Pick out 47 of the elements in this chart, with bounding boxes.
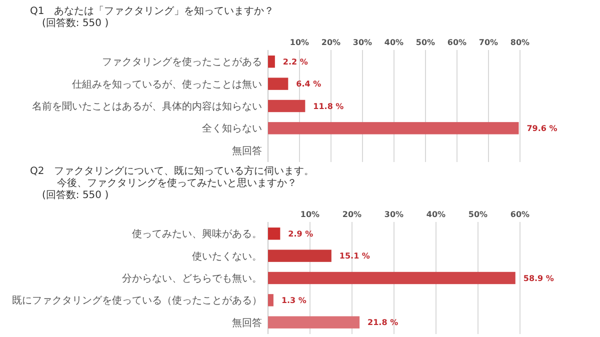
text: (回答数: 550 ): [42, 17, 109, 29]
bar: [268, 228, 280, 240]
x-tick-label: 50%: [468, 210, 488, 219]
text: Q2 ファクタリングについて、既に知っている方に伺います。: [30, 165, 314, 177]
y-tick-label: 分からない、どちらでも無い。: [122, 272, 262, 284]
y-tick-label: 使ってみたい、興味がある。: [132, 228, 262, 240]
bar: [268, 122, 519, 134]
data-label: 2.2 %: [282, 57, 308, 66]
x-tick-label: 80%: [510, 38, 530, 47]
text: 今後、ファクタリングを使ってみたいと思いますか？: [57, 177, 297, 189]
x-tick-label: 40%: [384, 38, 404, 47]
bar: [268, 100, 306, 112]
x-tick-label: 20%: [321, 38, 341, 47]
y-tick-label: 全く知らない: [202, 122, 262, 135]
y-tick-label: 既にファクタリングを使っている（使ったことがある）: [12, 296, 262, 307]
y-tick-label: 使いたくない。: [192, 251, 262, 262]
bar: [268, 250, 332, 262]
x-tick-label: 30%: [384, 210, 404, 219]
data-label: 58.9 %: [523, 274, 554, 283]
text: Q1 あなたは「ファクタリング」を知っていますか？: [30, 5, 274, 17]
x-tick-label: 10%: [290, 38, 310, 47]
data-label: 79.6 %: [526, 124, 558, 133]
x-tick-label: 60%: [510, 210, 530, 219]
text: (回答数: 550 ): [42, 189, 109, 201]
bar: [268, 294, 274, 306]
data-label: 15.1 %: [339, 252, 370, 261]
bar: [268, 316, 360, 328]
y-tick-label: 無回答: [232, 144, 262, 157]
y-tick-label: ファクタリングを使ったことがある: [102, 57, 262, 68]
x-tick-label: 50%: [416, 38, 436, 47]
data-label: 1.3 %: [281, 296, 306, 305]
x-tick-label: 20%: [342, 210, 362, 219]
y-tick-label: 仕組みを知っているが、使ったことは無い: [72, 78, 262, 90]
x-tick-label: 70%: [478, 38, 498, 47]
data-label: 11.8 %: [313, 102, 344, 111]
y-tick-label: 名前を聞いたことはあるが、具体的内容は知らない: [32, 100, 262, 112]
x-tick-label: 10%: [300, 210, 320, 219]
bar: [268, 272, 516, 284]
bar: [268, 56, 275, 68]
data-label: 2.9 %: [288, 229, 314, 238]
x-tick-label: 60%: [447, 38, 467, 47]
x-tick-label: 40%: [426, 210, 446, 219]
y-tick-label: 無回答: [232, 316, 262, 329]
bar: [268, 78, 288, 90]
data-label: 21.8 %: [368, 318, 398, 328]
data-label: 6.4 %: [296, 80, 322, 89]
x-tick-label: 30%: [352, 38, 372, 47]
